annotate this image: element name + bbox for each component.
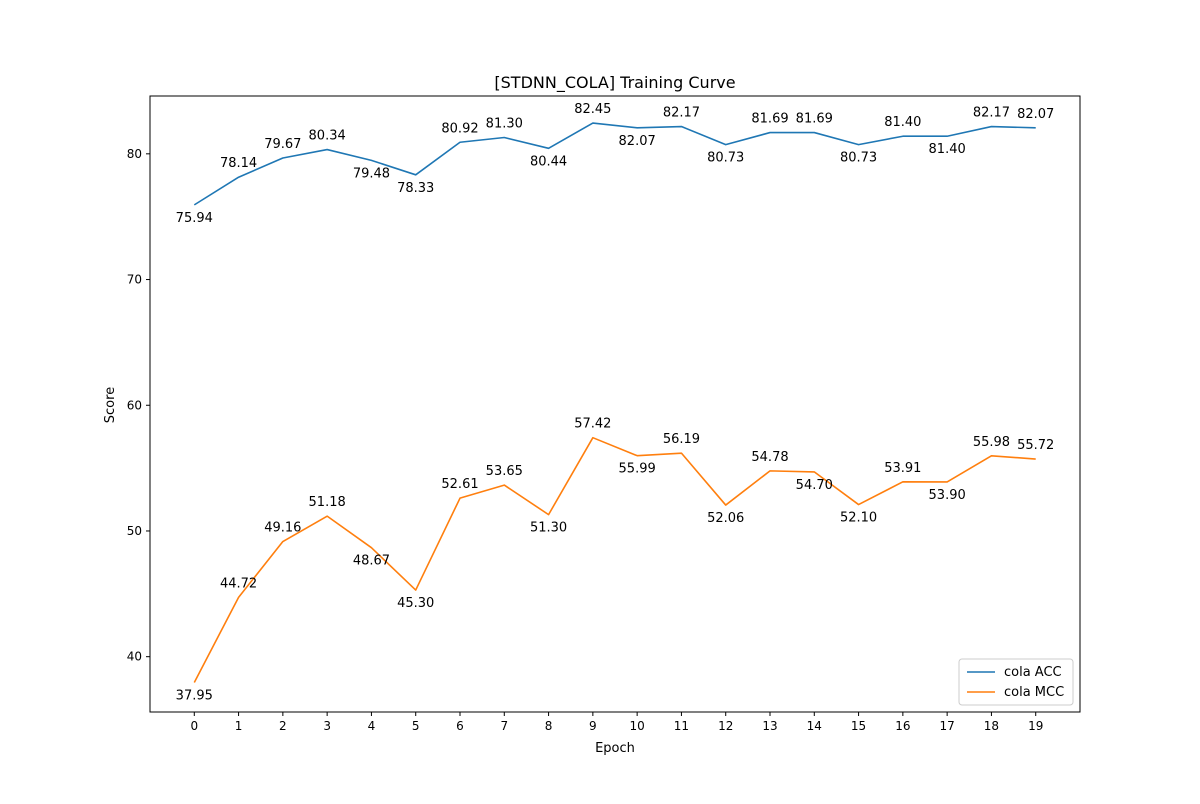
- x-tick-label: 0: [190, 719, 198, 733]
- legend: cola ACC cola MCC: [958, 658, 1074, 706]
- x-tick-label: 15: [851, 719, 866, 733]
- data-label: 52.06: [707, 511, 744, 526]
- plot-area: 0 1 2 3 4 5 6 7 8 9 10 11 12 13 14 15 16 17 18 194050607080…: [127, 102, 1055, 733]
- legend-label-acc: cola ACC: [1004, 665, 1062, 680]
- x-tick-label: 1: [235, 719, 243, 733]
- data-label: 80.92: [441, 121, 478, 136]
- series-line-mcc: [193, 436, 1036, 683]
- data-label: 54.78: [751, 450, 788, 465]
- data-label: 80.34: [309, 129, 346, 144]
- legend-box: [958, 658, 1074, 706]
- y-tick-label: 70: [127, 273, 142, 287]
- data-label: 80.44: [530, 154, 567, 169]
- data-label: 82.17: [663, 106, 700, 121]
- x-tick-label: 14: [807, 719, 822, 733]
- data-label: 80.73: [707, 151, 744, 166]
- data-label: 78.33: [397, 181, 434, 196]
- data-label: 52.61: [441, 477, 478, 492]
- y-axis-label: Score: [103, 387, 118, 423]
- data-label: 81.40: [929, 142, 966, 157]
- data-label: 82.07: [1017, 107, 1054, 122]
- data-label: 55.98: [973, 435, 1010, 450]
- plot-frame: [149, 95, 1081, 713]
- data-label: 56.19: [663, 432, 700, 447]
- data-label: 80.73: [840, 151, 877, 166]
- data-label: 45.30: [397, 596, 434, 611]
- x-tick-label: 12: [718, 719, 733, 733]
- data-label: 55.72: [1017, 438, 1054, 453]
- x-tick-label: 3: [323, 719, 331, 733]
- y-tick-label: 60: [127, 398, 142, 412]
- data-label: 81.69: [796, 112, 833, 127]
- data-label: 82.45: [574, 102, 611, 117]
- data-label: 75.94: [176, 211, 213, 226]
- data-label: 81.40: [884, 115, 921, 130]
- y-tick-label: 50: [127, 524, 142, 538]
- data-label: 81.30: [486, 116, 523, 131]
- x-tick-label: 8: [545, 719, 553, 733]
- chart-title: [STDNN_COLA] Training Curve: [494, 73, 735, 93]
- data-label: 81.69: [751, 112, 788, 127]
- data-label: 51.30: [530, 521, 567, 536]
- x-tick-label: 5: [412, 719, 420, 733]
- x-tick-label: 4: [368, 719, 376, 733]
- data-label: 53.90: [929, 488, 966, 503]
- data-label: 78.14: [220, 156, 257, 171]
- data-label: 79.67: [264, 137, 301, 152]
- x-tick-label: 11: [674, 719, 689, 733]
- x-tick-label: 9: [589, 719, 597, 733]
- data-label: 44.72: [220, 576, 257, 591]
- data-label: 79.48: [353, 166, 390, 181]
- y-tick-label: 40: [127, 650, 142, 664]
- x-tick-label: 2: [279, 719, 287, 733]
- data-label: 48.67: [353, 554, 390, 569]
- data-label: 82.07: [619, 134, 656, 149]
- x-tick-label: 7: [500, 719, 508, 733]
- data-label: 54.70: [796, 478, 833, 493]
- x-tick-label: 13: [762, 719, 777, 733]
- y-tick-label: 80: [127, 147, 142, 161]
- x-axis-label: Epoch: [595, 741, 635, 756]
- x-tick-label: 10: [630, 719, 645, 733]
- data-label: 53.91: [884, 461, 921, 476]
- x-tick-label: 19: [1028, 719, 1043, 733]
- data-label: 53.65: [486, 464, 523, 479]
- x-tick-label: 16: [895, 719, 910, 733]
- x-tick-label: 6: [456, 719, 464, 733]
- data-label: 82.17: [973, 106, 1010, 121]
- data-label: 37.95: [176, 688, 213, 703]
- data-label: 57.42: [574, 417, 611, 432]
- data-label: 51.18: [309, 495, 346, 510]
- data-label: 52.10: [840, 511, 877, 526]
- x-tick-label: 18: [984, 719, 999, 733]
- series-line-acc: [193, 122, 1036, 206]
- legend-label-mcc: cola MCC: [1004, 685, 1064, 700]
- data-label: 49.16: [264, 521, 301, 536]
- data-label: 55.99: [619, 462, 656, 477]
- x-tick-label: 17: [940, 719, 955, 733]
